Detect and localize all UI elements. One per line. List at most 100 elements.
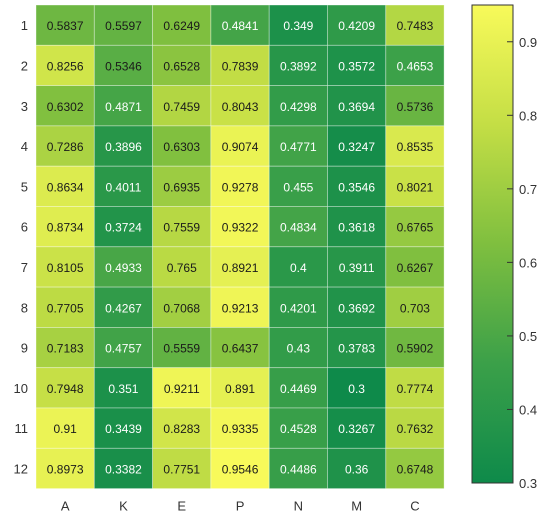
cell-value-label: 0.7068 bbox=[163, 301, 200, 315]
heatmap-cell-1-E bbox=[152, 4, 212, 46]
cell-value-label: 0.9211 bbox=[164, 382, 200, 396]
heatmap-cell-1-M bbox=[327, 4, 387, 46]
heatmap-cell-10-P bbox=[210, 367, 270, 409]
cell-value-label: 0.7483 bbox=[397, 19, 434, 33]
colorbar-tick-label: 0.4 bbox=[519, 402, 537, 417]
x-tick-label: K bbox=[119, 499, 128, 514]
cell-value-label: 0.4469 bbox=[280, 382, 317, 396]
cell-value-label: 0.7286 bbox=[47, 140, 84, 154]
cell-value-label: 0.351 bbox=[108, 382, 138, 396]
heatmap-cell-2-C bbox=[385, 44, 445, 86]
x-tick-label: A bbox=[61, 499, 70, 514]
cell-value-label: 0.8535 bbox=[397, 140, 434, 154]
heatmap-cell-11-P bbox=[210, 407, 270, 449]
cell-value-label: 0.6748 bbox=[397, 462, 434, 476]
y-tick-label: 7 bbox=[21, 260, 28, 275]
x-tick-label: P bbox=[236, 499, 245, 514]
cell-value-label: 0.6267 bbox=[397, 261, 434, 275]
heatmap-cell-5-A bbox=[35, 165, 95, 207]
cell-value-label: 0.9546 bbox=[222, 462, 259, 476]
x-tick-label: N bbox=[294, 499, 303, 514]
heatmap-cell-9-M bbox=[327, 326, 387, 369]
heatmap-cell-9-N bbox=[268, 326, 328, 369]
y-tick-label: 8 bbox=[21, 300, 28, 315]
heatmap-cell-10-M bbox=[327, 367, 387, 409]
heatmap-cell-12-P bbox=[210, 447, 270, 489]
heatmap-cell-1-A bbox=[35, 4, 95, 46]
cell-value-label: 0.4209 bbox=[338, 19, 375, 33]
heatmap-cell-11-K bbox=[93, 407, 154, 449]
colorbar: 0.3 0.4 0.5 0.6 0.7 0.8 0.9 bbox=[471, 4, 537, 491]
cell-value-label: 0.6302 bbox=[47, 100, 84, 114]
cell-value-label: 0.8256 bbox=[47, 59, 84, 73]
cell-value-label: 0.6528 bbox=[163, 59, 200, 73]
x-tick-label: C bbox=[410, 499, 419, 514]
heatmap-cell-7-N bbox=[268, 246, 328, 288]
cell-value-label: 0.6935 bbox=[163, 180, 200, 194]
colorbar-tick-label: 0.3 bbox=[519, 476, 537, 491]
heatmap-cell-2-N bbox=[268, 44, 328, 86]
cell-value-label: 0.3892 bbox=[280, 59, 317, 73]
cell-value-label: 0.5736 bbox=[397, 100, 434, 114]
heatmap-cells: 0.5837 0.5597 0.6249 0.4841 0.349 0.4209 0.748… bbox=[35, 4, 445, 489]
heatmap-cell-2-A bbox=[35, 44, 95, 86]
heatmap-cell-7-M bbox=[327, 246, 387, 288]
heatmap-cell-12-M bbox=[327, 447, 387, 489]
cell-value-label: 0.4011 bbox=[106, 180, 142, 194]
y-tick-label: 4 bbox=[21, 139, 28, 154]
cell-value-label: 0.4933 bbox=[105, 261, 142, 275]
cell-value-label: 0.7559 bbox=[163, 221, 200, 235]
heatmap-cell-1-P bbox=[210, 4, 270, 46]
cell-value-label: 0.4486 bbox=[280, 462, 317, 476]
cell-value-label: 0.7751 bbox=[163, 462, 200, 476]
cell-value-label: 0.9278 bbox=[222, 180, 259, 194]
heatmap-cell-8-K bbox=[93, 286, 154, 328]
heatmap-cell-2-P bbox=[210, 44, 270, 86]
cell-value-label: 0.7774 bbox=[397, 382, 434, 396]
cell-value-label: 0.3692 bbox=[338, 301, 375, 315]
cell-value-label: 0.7183 bbox=[47, 342, 84, 356]
heatmap-cell-6-A bbox=[35, 206, 95, 248]
cell-value-label: 0.4267 bbox=[105, 301, 142, 315]
cell-value-label: 0.6437 bbox=[222, 342, 259, 356]
y-tick-label: 11 bbox=[15, 421, 29, 436]
heatmap-cell-5-E bbox=[152, 165, 212, 207]
cell-value-label: 0.6249 bbox=[163, 19, 200, 33]
cell-value-label: 0.9074 bbox=[222, 140, 259, 154]
heatmap-cell-9-P bbox=[210, 326, 270, 369]
cell-value-label: 0.4201 bbox=[280, 301, 317, 315]
x-tick-label: E bbox=[177, 499, 186, 514]
heatmap-cell-2-E bbox=[152, 44, 212, 86]
cell-value-label: 0.4771 bbox=[280, 140, 317, 154]
cell-value-label: 0.4653 bbox=[397, 59, 434, 73]
y-tick-label: 9 bbox=[21, 341, 28, 356]
heatmap-cell-10-N bbox=[268, 367, 328, 409]
cell-value-label: 0.36 bbox=[345, 462, 369, 476]
heatmap-cell-4-C bbox=[385, 125, 445, 167]
cell-value-label: 0.7705 bbox=[47, 301, 84, 315]
cell-value-label: 0.5597 bbox=[105, 19, 142, 33]
cell-value-label: 0.9322 bbox=[222, 221, 259, 235]
cell-value-label: 0.8283 bbox=[163, 422, 200, 436]
cell-value-label: 0.4 bbox=[290, 261, 307, 275]
heatmap-cell-7-E bbox=[152, 246, 212, 288]
heatmap-cell-11-M bbox=[327, 407, 387, 449]
cell-value-label: 0.43 bbox=[287, 342, 311, 356]
cell-value-label: 0.3 bbox=[348, 382, 365, 396]
heatmap-cell-6-P bbox=[210, 206, 270, 248]
heatmap-cell-7-P bbox=[210, 246, 270, 288]
heatmap-cell-4-M bbox=[327, 125, 387, 167]
cell-value-label: 0.349 bbox=[283, 19, 313, 33]
cell-value-label: 0.3618 bbox=[338, 221, 375, 235]
heatmap-cell-3-M bbox=[327, 85, 387, 127]
heatmap-cell-3-P bbox=[210, 85, 270, 127]
heatmap-cell-6-C bbox=[385, 206, 445, 248]
cell-value-label: 0.7948 bbox=[47, 382, 84, 396]
colorbar-tick-label: 0.8 bbox=[519, 108, 537, 123]
heatmap-cell-9-C bbox=[385, 326, 445, 369]
cell-value-label: 0.8921 bbox=[222, 261, 259, 275]
y-tick-label: 10 bbox=[14, 381, 28, 396]
heatmap-cell-8-M bbox=[327, 286, 387, 328]
